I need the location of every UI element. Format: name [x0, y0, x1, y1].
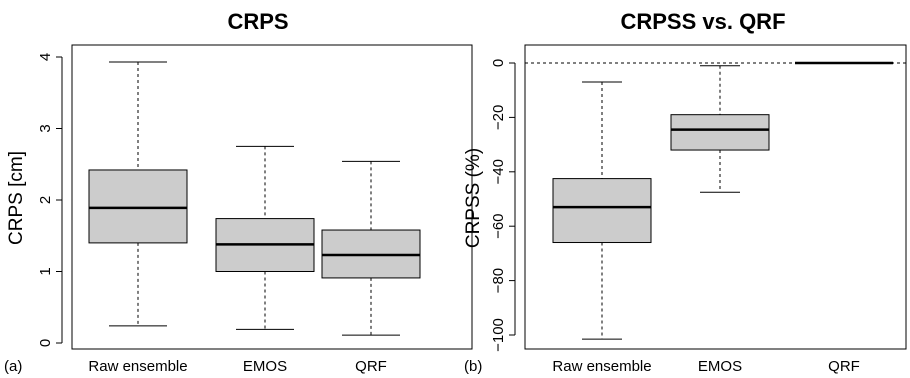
y-tick-label: 3: [37, 124, 54, 132]
panel-b-boxes: [552, 61, 893, 340]
interquartile-box: [670, 114, 770, 151]
x-tick-label: Raw ensemble: [88, 358, 187, 375]
x-tick-label: QRF: [828, 358, 860, 375]
panel-a-plot-frame: [71, 44, 473, 350]
panel-a-boxes: [88, 61, 421, 336]
y-tick-label: 0: [37, 339, 54, 347]
y-tick-label: −20: [490, 105, 507, 130]
panel-a-ylabel: CRPS [cm]: [6, 151, 27, 245]
y-tick-label: −100: [490, 318, 507, 352]
y-tick-label: 0: [490, 59, 507, 67]
panel-b-label: (b): [464, 358, 482, 375]
x-tick-label: EMOS: [698, 358, 742, 375]
box-raw-ensemble: [552, 81, 652, 340]
panel-b-title: CRPSS vs. QRF: [620, 9, 785, 34]
panel-b-ylabel: CRPSS (%): [463, 148, 484, 248]
y-tick-label: 2: [37, 196, 54, 204]
y-tick-label: −60: [490, 213, 507, 238]
panel-a-title: CRPS: [227, 9, 288, 34]
interquartile-box: [552, 178, 652, 244]
panel-b: CRPSS vs. QRF CRPSS (%) (b) 0 −20 −40 −60 −8…: [463, 9, 907, 375]
panel-a-y-axis: 0 1 2 3 4: [37, 53, 63, 347]
box-emos: [670, 65, 770, 193]
box-raw-ensemble: [88, 61, 188, 327]
panel-a-label: (a): [4, 358, 22, 375]
x-tick-label: Raw ensemble: [552, 358, 651, 375]
panel-b-x-axis: Raw ensemble EMOS QRF: [552, 358, 859, 375]
panel-b-y-axis: 0 −20 −40 −60 −80 −100: [490, 59, 516, 352]
x-tick-label: QRF: [355, 358, 387, 375]
y-tick-label: 1: [37, 267, 54, 275]
panel-a: CRPS CRPS [cm] (a) 0 1 2 3 4 Raw ensemble EMO…: [4, 9, 473, 375]
panel-b-plot-frame: [524, 44, 907, 350]
y-tick-label: −80: [490, 268, 507, 293]
y-tick-label: −40: [490, 159, 507, 184]
box-emos: [215, 145, 315, 330]
panel-a-x-axis: Raw ensemble EMOS QRF: [88, 358, 386, 375]
y-tick-label: 4: [37, 53, 54, 61]
interquartile-box: [88, 169, 188, 244]
box-qrf: [321, 160, 421, 336]
x-tick-label: EMOS: [243, 358, 287, 375]
